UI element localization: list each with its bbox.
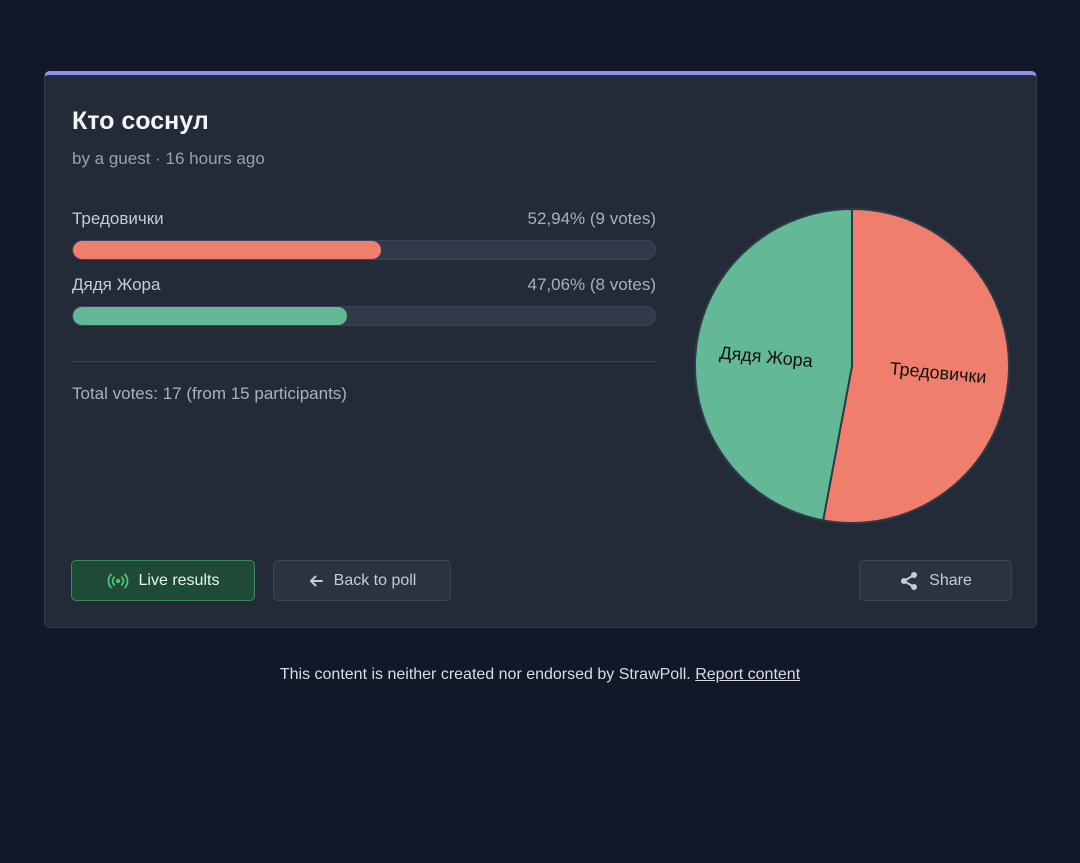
poll-card: Кто соснул by a guest · 16 hours ago Тре…	[44, 71, 1037, 628]
result-bar-track	[72, 306, 656, 326]
share-icon	[899, 571, 919, 591]
option-label: Дядя Жора	[72, 275, 161, 294]
divider	[72, 361, 656, 362]
total-votes: Total votes: 17 (from 15 participants)	[72, 384, 347, 403]
footer: This content is neither created nor endo…	[0, 666, 1080, 684]
footer-text: This content is neither created nor endo…	[279, 666, 696, 683]
share-label: Share	[929, 571, 972, 589]
option-stat: 52,94% (9 votes)	[527, 209, 656, 228]
poll-option: Дядя Жора 47,06% (8 votes)	[72, 275, 656, 326]
result-bar-fill	[73, 241, 382, 259]
arrow-left-icon	[308, 574, 324, 588]
option-label: Тредовички	[72, 209, 164, 228]
share-button[interactable]: Share	[859, 560, 1012, 601]
poll-option: Тредовички 52,94% (9 votes)	[72, 209, 656, 260]
pie-slice	[821, 207, 1010, 524]
result-bar-track	[72, 240, 656, 260]
live-results-button[interactable]: Live results	[71, 560, 255, 601]
report-content-link[interactable]: Report content	[695, 666, 801, 683]
result-bar-fill	[73, 307, 347, 325]
back-to-poll-button[interactable]: Back to poll	[273, 560, 451, 601]
poll-title: Кто соснул	[72, 107, 209, 135]
poll-meta: by a guest · 16 hours ago	[72, 149, 265, 168]
broadcast-icon	[107, 573, 129, 589]
back-to-poll-label: Back to poll	[333, 571, 417, 589]
pie-slice	[694, 207, 853, 522]
live-results-label: Live results	[138, 571, 220, 589]
option-stat: 47,06% (8 votes)	[527, 275, 656, 294]
